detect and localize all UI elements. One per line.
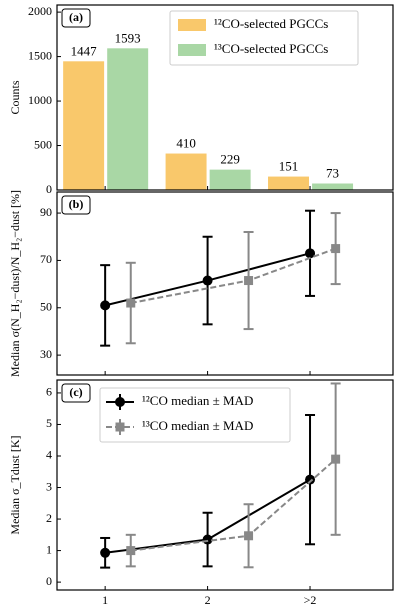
y-tick-label: 1500 bbox=[28, 48, 52, 62]
marker bbox=[126, 298, 136, 308]
axes-frame bbox=[56, 191, 394, 376]
value-label: 73 bbox=[326, 165, 339, 180]
bar bbox=[63, 61, 105, 191]
series-line bbox=[130, 458, 337, 552]
y-tick-label: 2000 bbox=[28, 4, 52, 18]
marker bbox=[331, 244, 341, 254]
y-tick-label: 30 bbox=[40, 347, 52, 361]
value-label: 410 bbox=[176, 136, 196, 151]
marker bbox=[202, 275, 213, 286]
x-tick-label: 1 bbox=[102, 593, 108, 607]
marker bbox=[331, 454, 341, 464]
marker bbox=[126, 546, 136, 556]
marker bbox=[100, 547, 111, 558]
legend-box bbox=[99, 387, 291, 443]
panel-label: (c) bbox=[69, 385, 82, 399]
y-tick-label: 0 bbox=[46, 574, 52, 588]
value-label: 1593 bbox=[115, 30, 141, 45]
legend-swatch bbox=[178, 44, 206, 56]
y-tick-label: 3 bbox=[46, 479, 52, 493]
marker bbox=[305, 248, 316, 259]
y-tick-label: 1000 bbox=[28, 93, 52, 107]
legend-marker bbox=[115, 422, 125, 432]
marker bbox=[244, 276, 254, 286]
y-axis-label: Median σ_Tdust [K] bbox=[8, 435, 22, 534]
value-label: 1447 bbox=[71, 43, 98, 58]
y-tick-label: 1 bbox=[46, 542, 52, 556]
legend-label: ¹³CO-selected PGCCs bbox=[214, 41, 328, 56]
y-axis-label: Counts bbox=[8, 80, 22, 114]
bar bbox=[312, 183, 354, 190]
y-tick-label: 5 bbox=[46, 416, 52, 430]
bar bbox=[107, 48, 149, 190]
y-tick-label: 4 bbox=[46, 448, 52, 462]
y-tick-label: 70 bbox=[40, 252, 52, 266]
legend-label: ¹³CO median ± MAD bbox=[142, 418, 253, 433]
panel-label-box bbox=[61, 383, 91, 403]
x-axis-label: Number of velocity components per PGCC bbox=[121, 609, 329, 610]
panel-label-box bbox=[61, 8, 91, 28]
x-tick-label: 2 bbox=[205, 593, 211, 607]
y-axis-label: Median σ(N_H₂−dust)/N_H₂−dust [%] bbox=[8, 190, 22, 377]
y-tick-label: 6 bbox=[46, 385, 52, 399]
series-line bbox=[130, 247, 336, 305]
value-label: 151 bbox=[279, 159, 299, 174]
panel-label: (a) bbox=[69, 10, 83, 24]
legend-swatch bbox=[178, 19, 206, 31]
marker bbox=[244, 531, 254, 541]
panel-label: (b) bbox=[69, 197, 84, 211]
bar bbox=[268, 176, 309, 190]
x-tick-label: >2 bbox=[304, 593, 317, 607]
axes-frame bbox=[56, 4, 394, 191]
legend-box bbox=[169, 10, 359, 66]
marker bbox=[100, 300, 111, 311]
y-tick-label: 0 bbox=[46, 182, 52, 196]
bar bbox=[209, 169, 251, 190]
legend-marker bbox=[115, 397, 125, 407]
legend-label: ¹²CO median ± MAD bbox=[142, 393, 253, 408]
y-tick-label: 2 bbox=[46, 511, 52, 525]
y-tick-label: 500 bbox=[34, 137, 52, 151]
value-label: 229 bbox=[220, 152, 240, 167]
marker bbox=[305, 474, 316, 485]
panel-label-box bbox=[61, 195, 91, 215]
y-tick-label: 90 bbox=[40, 205, 52, 219]
legend-label: ¹²CO-selected PGCCs bbox=[214, 16, 328, 31]
bar bbox=[165, 153, 207, 190]
y-tick-label: 50 bbox=[40, 300, 52, 314]
axes-frame bbox=[56, 379, 394, 591]
